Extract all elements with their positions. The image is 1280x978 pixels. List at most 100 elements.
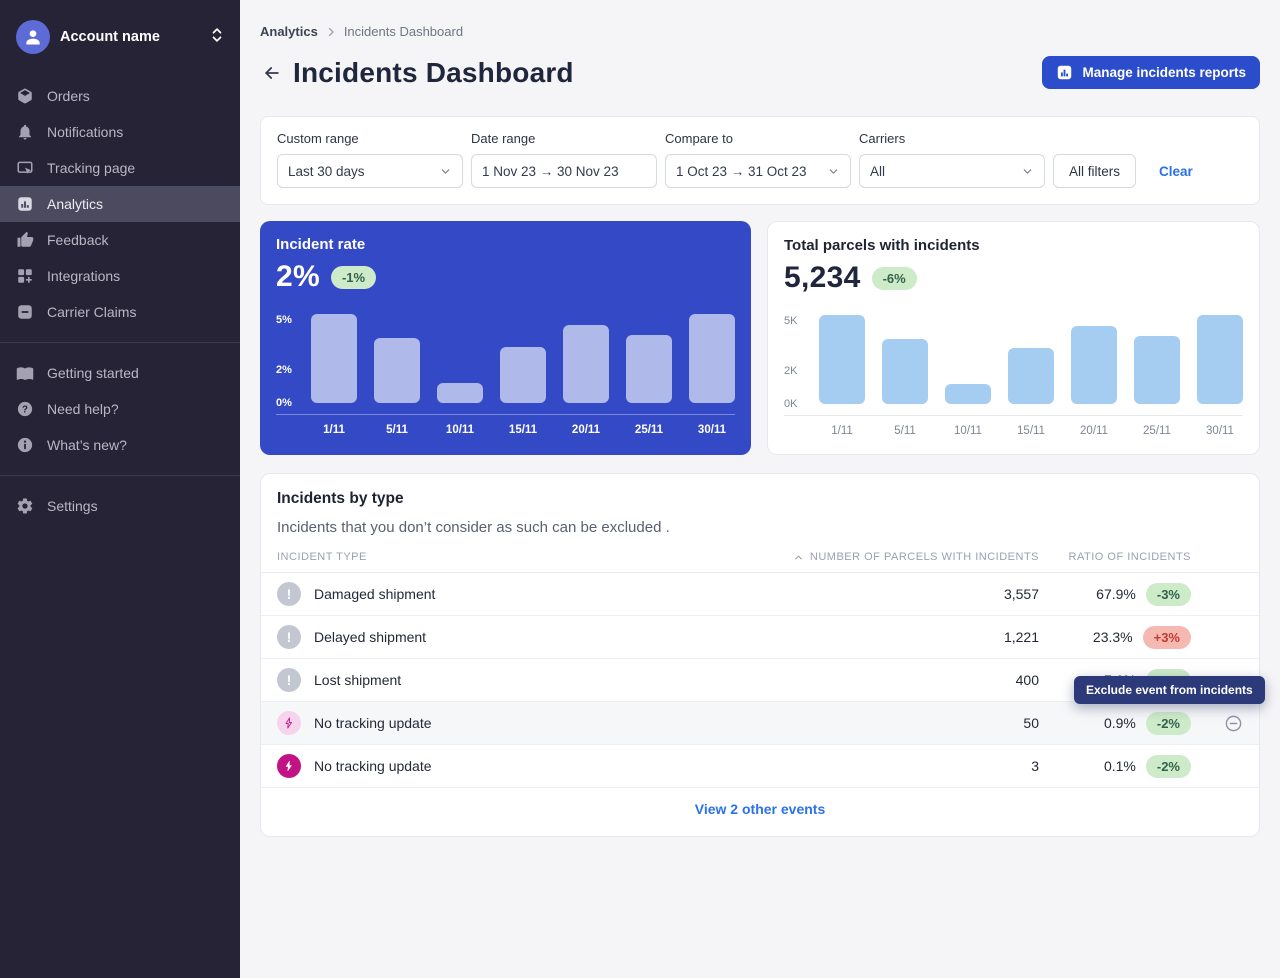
sidebar-item-label: Getting started [47,365,139,381]
breadcrumb: Analytics Incidents Dashboard [260,24,1260,39]
custom-range-select[interactable]: Last 30 days [277,154,463,188]
y-tick-label: 5% [276,314,292,327]
compare-to-select[interactable]: 1 Oct 23 → 31 Oct 23 [665,154,851,188]
chevron-right-icon [328,27,334,36]
y-tick-label: 5K [784,315,798,328]
carriers-value: All [870,163,886,179]
table-row-highlighted[interactable]: No tracking update 50 0.9% -2% [261,702,1259,745]
table-row[interactable]: ! Damaged shipment 3,557 67.9% -3% [261,573,1259,616]
sidebar-item-analytics[interactable]: Analytics [0,186,240,222]
chart-bar [1197,314,1243,404]
sidebar-item-label: Integrations [47,268,121,284]
ratio-value: 0.9% [1103,715,1136,731]
sort-chevron-up-icon [795,555,802,559]
chart-bar [689,313,735,403]
incident-type-label: Delayed shipment [314,629,427,645]
table-header-row: INCIDENT TYPE NUMBER OF PARCELS WITH INC… [261,551,1259,573]
column-incident-type: INCIDENT TYPE [277,551,367,563]
sidebar-item-getting-started[interactable]: Getting started [0,355,240,391]
divider [0,342,240,343]
sidebar-item-label: What’s new? [47,437,127,453]
ratio-value: 0.1% [1103,758,1136,774]
all-filters-button[interactable]: All filters [1053,154,1137,188]
arrow-left-icon [265,66,279,79]
sidebar-item-label: Analytics [47,196,104,212]
total-parcels-chart: 5K 2K 0K [784,308,1243,410]
parcels-count: 3 [1031,758,1039,774]
x-axis: 1/11 5/11 10/11 15/11 20/11 25/11 30/11 [784,415,1243,437]
sidebar-secondary-nav: Getting started ? Need help? What’s new? [0,355,240,463]
carriers-select[interactable]: All [859,154,1045,188]
parcels-count: 50 [1023,715,1039,731]
chart-bar [945,384,991,404]
table-row[interactable]: No tracking update 3 0.1% -2% [261,745,1259,788]
view-other-events-link[interactable]: View 2 other events [694,801,826,817]
sidebar: Account name Orders Notifications Tracki… [0,0,240,978]
sidebar-item-notifications[interactable]: Notifications [0,114,240,150]
sidebar-item-label: Carrier Claims [47,304,137,320]
chart-bar [1008,347,1054,404]
date-range-value: 1 Nov 23 → 30 Nov 23 [482,163,619,179]
lightning-icon [277,711,301,735]
sidebar-item-tracking-page[interactable]: Tracking page [0,150,240,186]
parcels-count: 400 [1015,672,1039,688]
y-tick-label: 0K [784,398,798,410]
filter-label: Carriers [859,131,906,146]
chart-bar [819,314,865,404]
x-tick-label: 30/11 [697,424,727,436]
compare-to-value: 1 Oct 23 → 31 Oct 23 [676,163,807,179]
sidebar-item-orders[interactable]: Orders [0,78,240,114]
account-switcher[interactable]: Account name [0,12,240,78]
chart-bar [882,339,928,404]
incidents-by-type-card: Incidents by type Incidents that you don… [260,473,1265,837]
chart-bar [437,383,483,403]
sidebar-item-label: Need help? [47,401,119,417]
page-title: Incidents Dashboard [293,56,574,88]
thumbs-up-icon [17,231,34,247]
table-subtitle: Incidents that you don’t consider as suc… [277,519,670,536]
sidebar-item-label: Orders [47,88,90,104]
sidebar-item-feedback[interactable]: Feedback [0,222,240,258]
alert-icon: ! [277,582,301,606]
y-tick-label: 2% [276,363,292,376]
column-number-of-parcels-sort[interactable]: NUMBER OF PARCELS WITH INCIDENTS [779,551,1039,563]
total-parcels-card: Total parcels with incidents 5,234 -6% 5… [767,221,1260,455]
sidebar-item-settings[interactable]: Settings [0,488,240,524]
chart-title: Incident rate [276,236,366,253]
person-icon [26,30,40,45]
chart-bar [500,346,546,403]
date-range-input[interactable]: 1 Nov 23 → 30 Nov 23 [471,154,657,188]
chart-bar [563,325,609,403]
exclude-event-button[interactable] [1203,714,1243,733]
sidebar-item-label: Feedback [47,232,109,248]
clear-filters-link[interactable]: Clear [1159,164,1193,179]
delta-badge: -2% [1145,711,1191,735]
integrations-icon [18,269,32,283]
sidebar-item-need-help[interactable]: ? Need help? [0,391,240,427]
ratio-value: 23.3% [1092,629,1133,645]
breadcrumb-analytics[interactable]: Analytics [260,24,318,39]
incident-type-label: Lost shipment [314,672,402,688]
x-tick-label: 1/11 [323,424,345,436]
sidebar-item-integrations[interactable]: Integrations [0,258,240,294]
account-name: Account name [60,29,160,45]
sidebar-item-whats-new[interactable]: What’s new? [0,427,240,463]
filter-label: Custom range [277,131,359,146]
back-button[interactable] [260,61,284,85]
total-parcels-value: 5,234 [784,261,861,294]
sidebar-item-label: Tracking page [47,160,136,176]
sidebar-item-carrier-claims[interactable]: Carrier Claims [0,294,240,330]
parcels-count: 1,221 [1003,629,1039,645]
claims-icon [18,305,32,319]
x-tick-label: 1/11 [831,425,853,437]
chevron-down-icon [441,168,450,174]
x-tick-label: 10/11 [954,425,982,437]
total-parcels-delta-badge: -6% [871,266,917,290]
manage-incidents-reports-button[interactable]: Manage incidents reports [1042,56,1260,89]
parcels-count: 3,557 [1003,586,1039,602]
incident-type-label: Damaged shipment [314,586,436,602]
chart-bar [374,338,420,403]
table-row[interactable]: ! Delayed shipment 1,221 23.3% +3% [261,616,1259,659]
delta-badge: -3% [1145,582,1191,606]
main-content: Analytics Incidents Dashboard Incidents … [240,0,1280,978]
